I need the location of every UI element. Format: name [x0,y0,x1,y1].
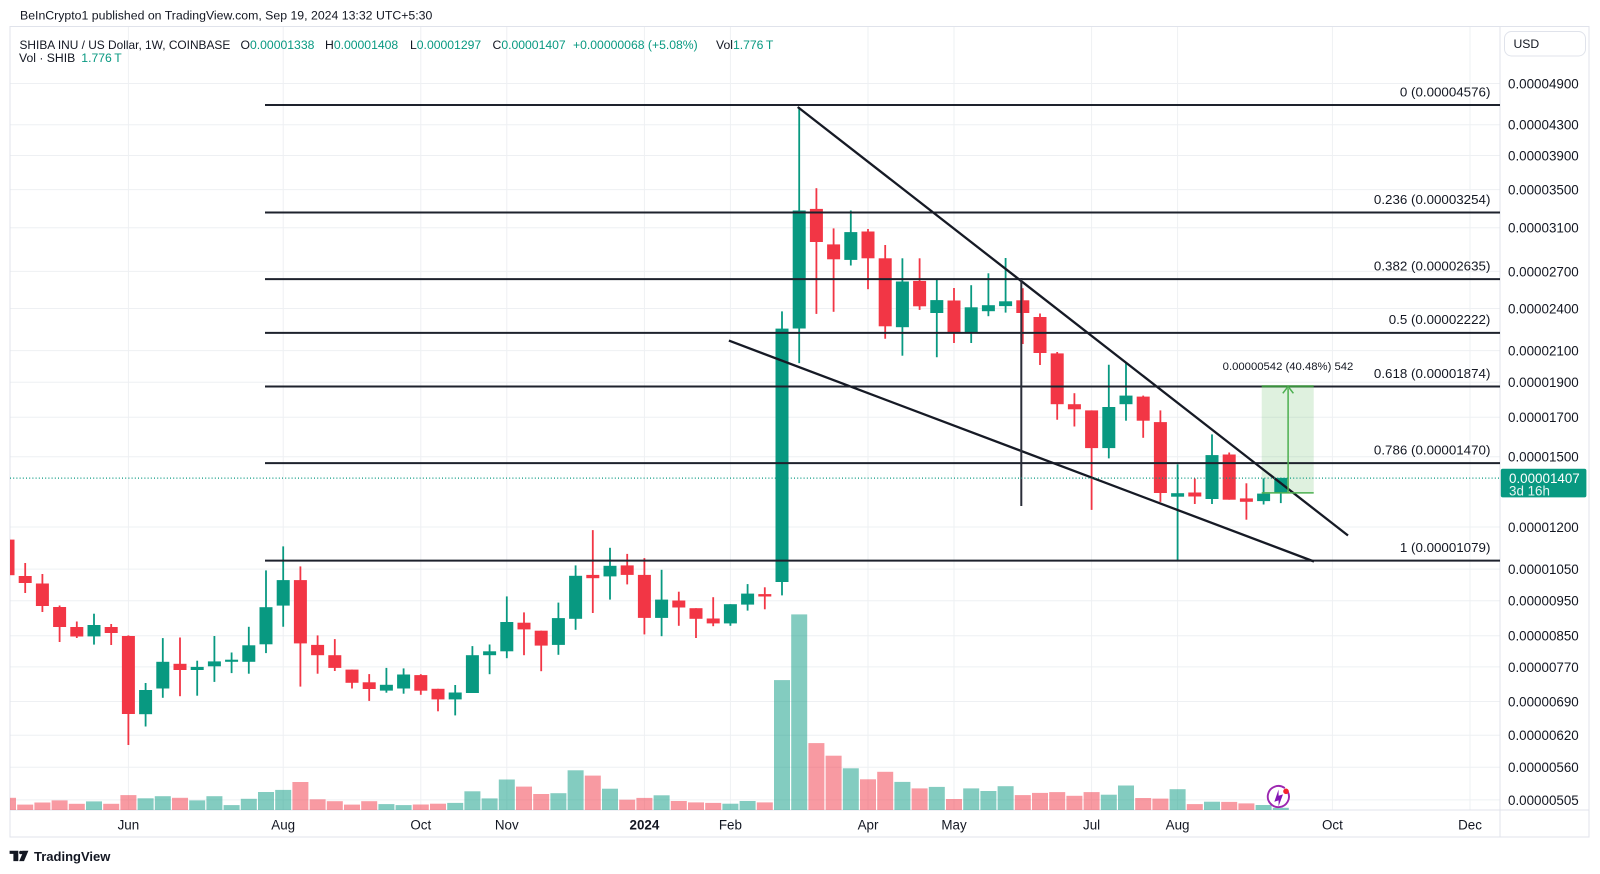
svg-text:0.00000560: 0.00000560 [1508,760,1579,775]
svg-text:0.5 (0.00002222): 0.5 (0.00002222) [1389,312,1491,327]
svg-text:Oct: Oct [410,818,431,833]
svg-text:0.00003900: 0.00003900 [1508,148,1579,163]
svg-text:0 (0.00004576): 0 (0.00004576) [1400,84,1491,99]
svg-text:TradingView: TradingView [34,849,111,864]
svg-text:BeInCrypto1 published on Tradi: BeInCrypto1 published on TradingView.com… [20,9,432,23]
svg-text:May: May [941,818,967,833]
svg-text:0.00002100: 0.00002100 [1508,344,1579,359]
svg-text:Nov: Nov [495,818,519,833]
svg-text:SHIBA INU / US Dollar, 1W, COI: SHIBA INU / US Dollar, 1W, COINBASE O0.00… [20,38,774,52]
svg-text:0.00003100: 0.00003100 [1508,221,1579,236]
svg-text:0.00003500: 0.00003500 [1508,183,1579,198]
svg-text:Apr: Apr [858,818,879,833]
svg-text:0.00000690: 0.00000690 [1508,694,1579,709]
svg-text:0.00000505: 0.00000505 [1508,793,1579,808]
svg-text:0.00001900: 0.00001900 [1508,375,1579,390]
svg-text:1 (0.00001079): 1 (0.00001079) [1400,540,1491,555]
svg-text:Jul: Jul [1083,818,1100,833]
svg-text:0.00002400: 0.00002400 [1508,301,1579,316]
svg-text:0.00002700: 0.00002700 [1508,264,1579,279]
svg-text:0.236 (0.00003254): 0.236 (0.00003254) [1374,192,1490,207]
svg-text:0.00000770: 0.00000770 [1508,660,1579,675]
svg-text:0.00000950: 0.00000950 [1508,594,1579,609]
svg-text:0.00001050: 0.00001050 [1508,562,1579,577]
svg-text:0.382 (0.00002635): 0.382 (0.00002635) [1374,258,1490,273]
svg-text:0.00004900: 0.00004900 [1508,76,1579,91]
svg-text:USD: USD [1514,37,1540,51]
svg-text:0.786 (0.00001470): 0.786 (0.00001470) [1374,442,1490,457]
svg-text:0.00001500: 0.00001500 [1508,450,1579,465]
svg-text:0.00004300: 0.00004300 [1508,118,1579,133]
svg-text:3d 16h: 3d 16h [1509,484,1550,499]
svg-text:0.00000620: 0.00000620 [1508,728,1579,743]
svg-text:Jun: Jun [118,818,140,833]
svg-text:0.00001700: 0.00001700 [1508,410,1579,425]
svg-text:Aug: Aug [1166,818,1190,833]
svg-text:0.00001407: 0.00001407 [1509,471,1580,486]
svg-text:0.00001200: 0.00001200 [1508,520,1579,535]
svg-text:0.00000850: 0.00000850 [1508,629,1579,644]
svg-text:Feb: Feb [719,818,742,833]
svg-text:0.00000542 (40.48%) 542: 0.00000542 (40.48%) 542 [1223,361,1354,373]
svg-text:Dec: Dec [1458,818,1482,833]
svg-text:0.618 (0.00001874): 0.618 (0.00001874) [1374,366,1490,381]
svg-text:Aug: Aug [271,818,295,833]
svg-text:Oct: Oct [1322,818,1343,833]
svg-text:2024: 2024 [630,818,660,833]
